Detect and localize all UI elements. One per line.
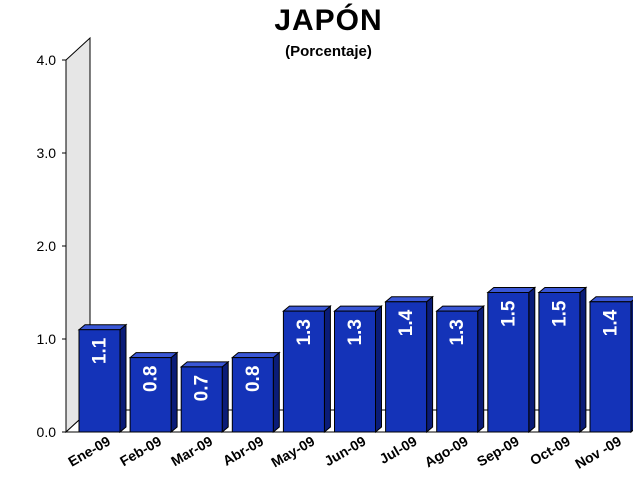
bar-side (221, 360, 229, 434)
bar-data-label: 1.3 (447, 319, 468, 345)
x-tick-label: Ene-09 (65, 433, 113, 470)
y-tick-label: 2.0 (37, 238, 57, 254)
bar-data-label: 0.7 (192, 375, 213, 401)
bar (385, 301, 428, 433)
bar-top (179, 361, 230, 368)
y-tick-label: 3.0 (37, 145, 57, 161)
bar (487, 292, 530, 433)
bar-data-label: 1.3 (294, 319, 315, 345)
bar (129, 357, 172, 433)
bar-data-label: 0.8 (141, 366, 162, 392)
x-tick-label: Mar-09 (168, 433, 215, 470)
x-tick-label: Sep-09 (474, 433, 522, 470)
bar-top (486, 287, 537, 293)
chart-subtitle: (Porcentaje) (285, 43, 372, 60)
bar-data-label: 1.4 (601, 309, 622, 336)
bar-top (384, 296, 434, 303)
bar-side (579, 286, 587, 434)
bar (538, 292, 581, 433)
bar-data-label: 0.8 (243, 366, 264, 392)
bar-side (375, 305, 382, 434)
bar-data-label: 1.1 (90, 337, 111, 364)
bar-side (426, 295, 434, 434)
bar-side (119, 323, 127, 434)
bar (282, 310, 325, 433)
bar-top (537, 287, 588, 293)
bar-side (477, 305, 485, 434)
x-tick-label: Feb-09 (117, 433, 164, 470)
y-tick-label: 1.0 (37, 331, 57, 347)
x-tick-label: Jun-09 (321, 433, 368, 470)
bar (78, 329, 121, 433)
x-tick-label: Oct-09 (527, 433, 573, 469)
bar (589, 301, 632, 433)
bar-top (77, 324, 128, 331)
x-tick-label: Jul-09 (377, 433, 420, 467)
bar-side (323, 305, 331, 434)
bar-data-label: 1.5 (549, 300, 570, 327)
bar-data-label: 1.4 (396, 309, 417, 336)
bar-side (170, 351, 178, 434)
bar-top (435, 305, 486, 312)
bar (180, 366, 223, 433)
x-tick-label: Ago-09 (422, 433, 471, 471)
bar (334, 310, 376, 433)
bar (436, 310, 479, 433)
bar-top (230, 352, 281, 359)
bar-side (528, 286, 536, 434)
bar-top (128, 352, 179, 359)
x-tick-label: Nov -09 (572, 433, 624, 472)
x-tick-label: Abr-09 (220, 433, 267, 469)
bar-top (333, 305, 383, 312)
bar-side (272, 351, 280, 434)
bar-top (282, 305, 332, 312)
bar-top (588, 296, 633, 303)
chart-title: JAPÓN (274, 4, 383, 37)
bar (231, 357, 274, 433)
y-tick-label: 4.0 (37, 52, 57, 68)
bar-data-label: 1.3 (345, 319, 366, 345)
bar-data-label: 1.5 (498, 300, 519, 327)
y-tick-label: 0.0 (37, 424, 57, 440)
x-tick-label: May-09 (268, 433, 317, 471)
